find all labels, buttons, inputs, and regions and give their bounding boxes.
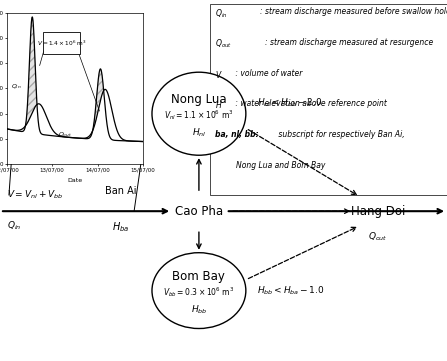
Text: : stream discharge measured at resurgence: : stream discharge measured at resurgenc… (265, 38, 433, 47)
Text: $V = 1.4\times10^6$ m$^3$: $V = 1.4\times10^6$ m$^3$ (37, 38, 87, 48)
Ellipse shape (152, 72, 246, 155)
Text: Nong Lua and Bom Bay: Nong Lua and Bom Bay (217, 161, 325, 170)
Text: Nong Lua: Nong Lua (171, 93, 227, 106)
Text: : volume of water: : volume of water (233, 69, 302, 78)
Text: $V_{nl} = 1.1\times10^6$ m$^3$: $V_{nl} = 1.1\times10^6$ m$^3$ (164, 109, 234, 122)
X-axis label: Date: Date (67, 178, 82, 183)
Ellipse shape (152, 253, 246, 329)
Text: subscript for respectively Ban Ai,: subscript for respectively Ban Ai, (276, 130, 405, 139)
FancyBboxPatch shape (43, 32, 80, 54)
Text: $Q_{in}$: $Q_{in}$ (215, 7, 227, 20)
FancyBboxPatch shape (210, 4, 447, 195)
Text: $H_{nl} < H_{bb} - 2.0$: $H_{nl} < H_{bb} - 2.0$ (257, 97, 323, 109)
Text: $H_{bb} < H_{ba} - 1.0$: $H_{bb} < H_{ba} - 1.0$ (257, 284, 325, 297)
Text: $H_{bb}$: $H_{bb}$ (191, 303, 207, 316)
Text: Bom Bay: Bom Bay (173, 270, 225, 283)
Text: $Q_{out}$: $Q_{out}$ (215, 38, 232, 51)
Text: Hang Doi: Hang Doi (350, 205, 405, 218)
Text: : water elevation above reference point: : water elevation above reference point (233, 99, 387, 108)
Text: $Q_{out}$: $Q_{out}$ (368, 230, 388, 243)
Text: $V_{bb} = 0.3\times10^6$ m$^3$: $V_{bb} = 0.3\times10^6$ m$^3$ (163, 286, 235, 299)
Text: $Q_{out}$: $Q_{out}$ (58, 131, 72, 139)
Text: $H$: $H$ (215, 99, 222, 110)
Text: $H_{ba}$: $H_{ba}$ (112, 221, 129, 234)
Text: $V$: $V$ (215, 69, 222, 79)
Text: : stream discharge measured before swallow holes: : stream discharge measured before swall… (260, 7, 447, 16)
Text: $V = V_{nl} + V_{bb}$: $V = V_{nl} + V_{bb}$ (7, 189, 63, 201)
Text: Ban Ai: Ban Ai (105, 186, 136, 196)
Text: ba, nl, bb:: ba, nl, bb: (215, 130, 258, 139)
Text: $Q_{in}$: $Q_{in}$ (7, 219, 21, 232)
Text: Cao Pha: Cao Pha (175, 205, 223, 218)
Text: $H_{nl}$: $H_{nl}$ (192, 126, 206, 139)
Text: $Q_{in}$: $Q_{in}$ (12, 83, 22, 91)
